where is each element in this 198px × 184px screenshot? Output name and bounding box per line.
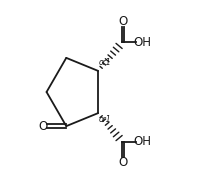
Text: O: O xyxy=(118,15,128,29)
Text: OH: OH xyxy=(133,135,151,148)
Text: O: O xyxy=(38,120,47,133)
Text: O: O xyxy=(118,155,128,169)
Text: or1: or1 xyxy=(99,115,111,124)
Text: or1: or1 xyxy=(99,58,111,67)
Text: OH: OH xyxy=(133,36,151,49)
